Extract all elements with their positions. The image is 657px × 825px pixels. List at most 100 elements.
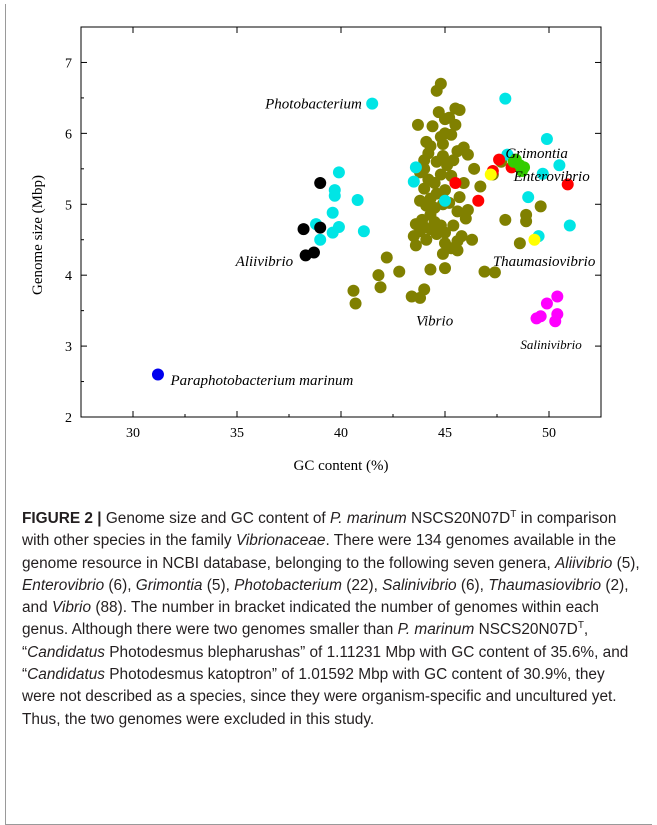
data-point [488, 266, 501, 279]
caption-text: (6), [456, 576, 489, 594]
data-point [478, 265, 491, 278]
genus-label: Paraphotobacterium marinum [169, 373, 353, 389]
data-point [551, 290, 564, 303]
data-point [418, 154, 431, 167]
genus-label: Aliivibrio [235, 254, 294, 270]
y-tick-label: 2 [65, 411, 72, 426]
caption-text: Genome size and GC content of [101, 510, 330, 527]
caption-text: Photodesmus blepharushas” of 1.11231 Mbp… [22, 643, 629, 684]
data-point [349, 297, 362, 310]
caption-text: (6), [104, 576, 136, 594]
data-point [372, 269, 385, 282]
data-point [447, 219, 460, 232]
genus-label: Salinivibrio [520, 337, 582, 352]
genus-label: Photobacterium [264, 97, 362, 113]
data-point [468, 162, 481, 175]
chart-annotations: Photobacterium Grimontia Enterovibrio Aliiv… [169, 97, 595, 390]
genus-label: Thaumasiovibrio [493, 254, 596, 270]
data-point [474, 180, 487, 193]
caption-text: , “ [22, 621, 589, 661]
caption-text: (5), [612, 554, 640, 572]
data-point [451, 145, 464, 158]
data-point [430, 155, 443, 168]
data-point [366, 97, 379, 110]
figure-caption: FIGURE 2 | Genome size and GC content of… [22, 508, 642, 731]
caption-italic: P. marinum [329, 510, 407, 527]
data-point [328, 189, 341, 202]
caption-italic: Photobacterium [234, 576, 342, 594]
data-point [445, 128, 458, 141]
caption-superscript: T [577, 620, 584, 632]
data-point [436, 247, 449, 260]
series-vibrio [347, 77, 547, 310]
caption-italic: Candidatus [27, 666, 106, 684]
caption-text: (22), [341, 576, 383, 594]
data-point [314, 221, 327, 234]
caption-italic: Aliivibrio [555, 554, 613, 572]
x-tick-label: 50 [542, 426, 556, 441]
x-tick-label: 30 [126, 426, 140, 441]
data-point [451, 205, 464, 218]
data-point [411, 118, 424, 131]
data-point [540, 297, 553, 310]
data-point [522, 191, 535, 204]
caption-text: Photodesmus katoptron” of 1.01592 Mbp wi… [22, 666, 617, 728]
series-photobacterium [310, 92, 576, 246]
data-point [472, 194, 485, 207]
data-point [409, 161, 422, 174]
x-tick-label: 35 [230, 426, 244, 441]
caption-italic: Vibrionaceae [235, 532, 326, 550]
data-point [563, 219, 576, 232]
data-point [314, 233, 327, 246]
data-point [449, 118, 462, 131]
data-point [374, 281, 387, 294]
data-point [449, 177, 462, 189]
data-point [441, 159, 454, 172]
caption-italic: Enterovibrio [22, 576, 105, 594]
data-point [561, 178, 574, 191]
data-point [407, 230, 420, 243]
data-point [453, 103, 466, 116]
data-point [459, 212, 472, 225]
caption-text: . There were 134 genomes available in th… [22, 532, 617, 572]
data-point [420, 233, 433, 246]
caption-italic: Vibrio [51, 599, 92, 617]
caption-italic: Candidatus [27, 643, 106, 661]
data-point [520, 215, 533, 228]
data-point [536, 167, 549, 180]
caption-text: NSCS20N07D [406, 510, 511, 527]
data-point [357, 225, 370, 238]
data-point [430, 228, 443, 241]
series-salinivibrio [530, 290, 564, 328]
series-paraphotobacterium-marinum [151, 368, 164, 381]
data-point [549, 315, 562, 328]
caption-text: NSCS20N07D [474, 621, 578, 639]
y-tick-label: 6 [65, 127, 72, 142]
data-point [518, 161, 531, 174]
caption-text: (5), [202, 576, 235, 594]
chart-points [151, 77, 576, 381]
caption-text: (88). The number in bracket indicated th… [22, 599, 599, 639]
genus-label: Vibrio [416, 314, 454, 330]
series-aliivibrio [297, 177, 327, 262]
data-point [426, 120, 439, 133]
data-point [326, 206, 339, 219]
y-tick-label: 7 [65, 56, 72, 71]
caption-italic: Grimontia [135, 576, 203, 594]
data-point [297, 223, 310, 236]
data-point [347, 284, 360, 297]
data-point [436, 138, 449, 150]
data-point [439, 113, 451, 126]
data-point [466, 233, 479, 246]
y-tick-label: 3 [65, 340, 72, 355]
x-tick-label: 45 [438, 426, 452, 441]
data-point [484, 168, 497, 181]
caption-text: (2), and [22, 576, 629, 617]
data-point [457, 177, 470, 189]
data-point [439, 262, 451, 275]
data-point [553, 159, 566, 172]
caption-italic: P. marinum [397, 621, 475, 639]
data-point [434, 168, 447, 181]
caption-italic: Salinivibrio [382, 576, 457, 594]
